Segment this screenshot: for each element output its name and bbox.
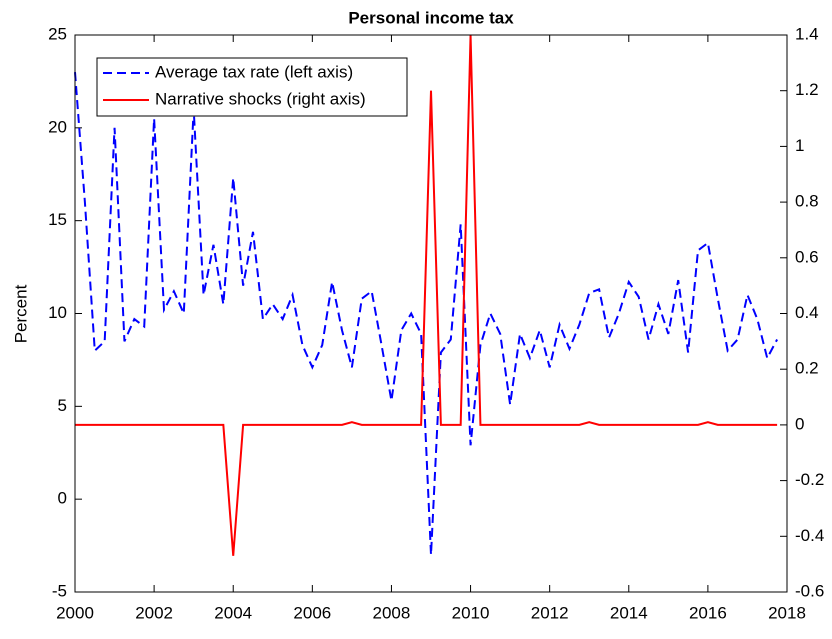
x-tick-label: 2012: [531, 603, 569, 622]
y2-tick-label: 1: [795, 136, 804, 155]
x-tick-label: 2016: [689, 603, 727, 622]
y2-tick-label: 0.4: [795, 303, 819, 322]
y2-tick-label: 0: [795, 414, 804, 433]
y2-tick-label: -0.2: [795, 470, 824, 489]
x-tick-label: 2002: [135, 603, 173, 622]
y-tick-label: 5: [58, 396, 67, 415]
y-tick-label: 10: [48, 303, 67, 322]
plot-frame: [74, 34, 788, 593]
chart-title: Personal income tax: [348, 8, 514, 27]
y-tick-label: -5: [52, 581, 67, 600]
y2-tick-label: -0.4: [795, 526, 824, 545]
x-tick-label: 2004: [214, 603, 252, 622]
y2-tick-label: 0.2: [795, 359, 819, 378]
x-tick-label: 2006: [293, 603, 331, 622]
x-tick-label: 2010: [452, 603, 490, 622]
y2-tick-label: 1.4: [795, 24, 819, 43]
y2-tick-label: 0.6: [795, 247, 819, 266]
x-tick-label: 2000: [56, 603, 94, 622]
legend-label: Narrative shocks (right axis): [155, 89, 366, 108]
data-line: [75, 34, 778, 556]
data-line: [74, 72, 778, 555]
y2-tick-label: -0.6: [795, 581, 824, 600]
x-tick-label: 2008: [373, 603, 411, 622]
y2-tick-label: 1.2: [795, 80, 819, 99]
y-tick-label: 15: [48, 210, 67, 229]
legend-label: Average tax rate (left axis): [155, 62, 353, 81]
y2-tick-label: 0.8: [795, 192, 819, 211]
legend-box: [96, 57, 408, 117]
y-axis-label: Percent: [11, 284, 30, 343]
x-tick-label: 2018: [768, 603, 806, 622]
y-tick-label: 20: [48, 117, 67, 136]
x-tick-label: 2014: [610, 603, 648, 622]
y-tick-label: 0: [58, 489, 67, 508]
y-tick-label: 25: [48, 24, 67, 43]
